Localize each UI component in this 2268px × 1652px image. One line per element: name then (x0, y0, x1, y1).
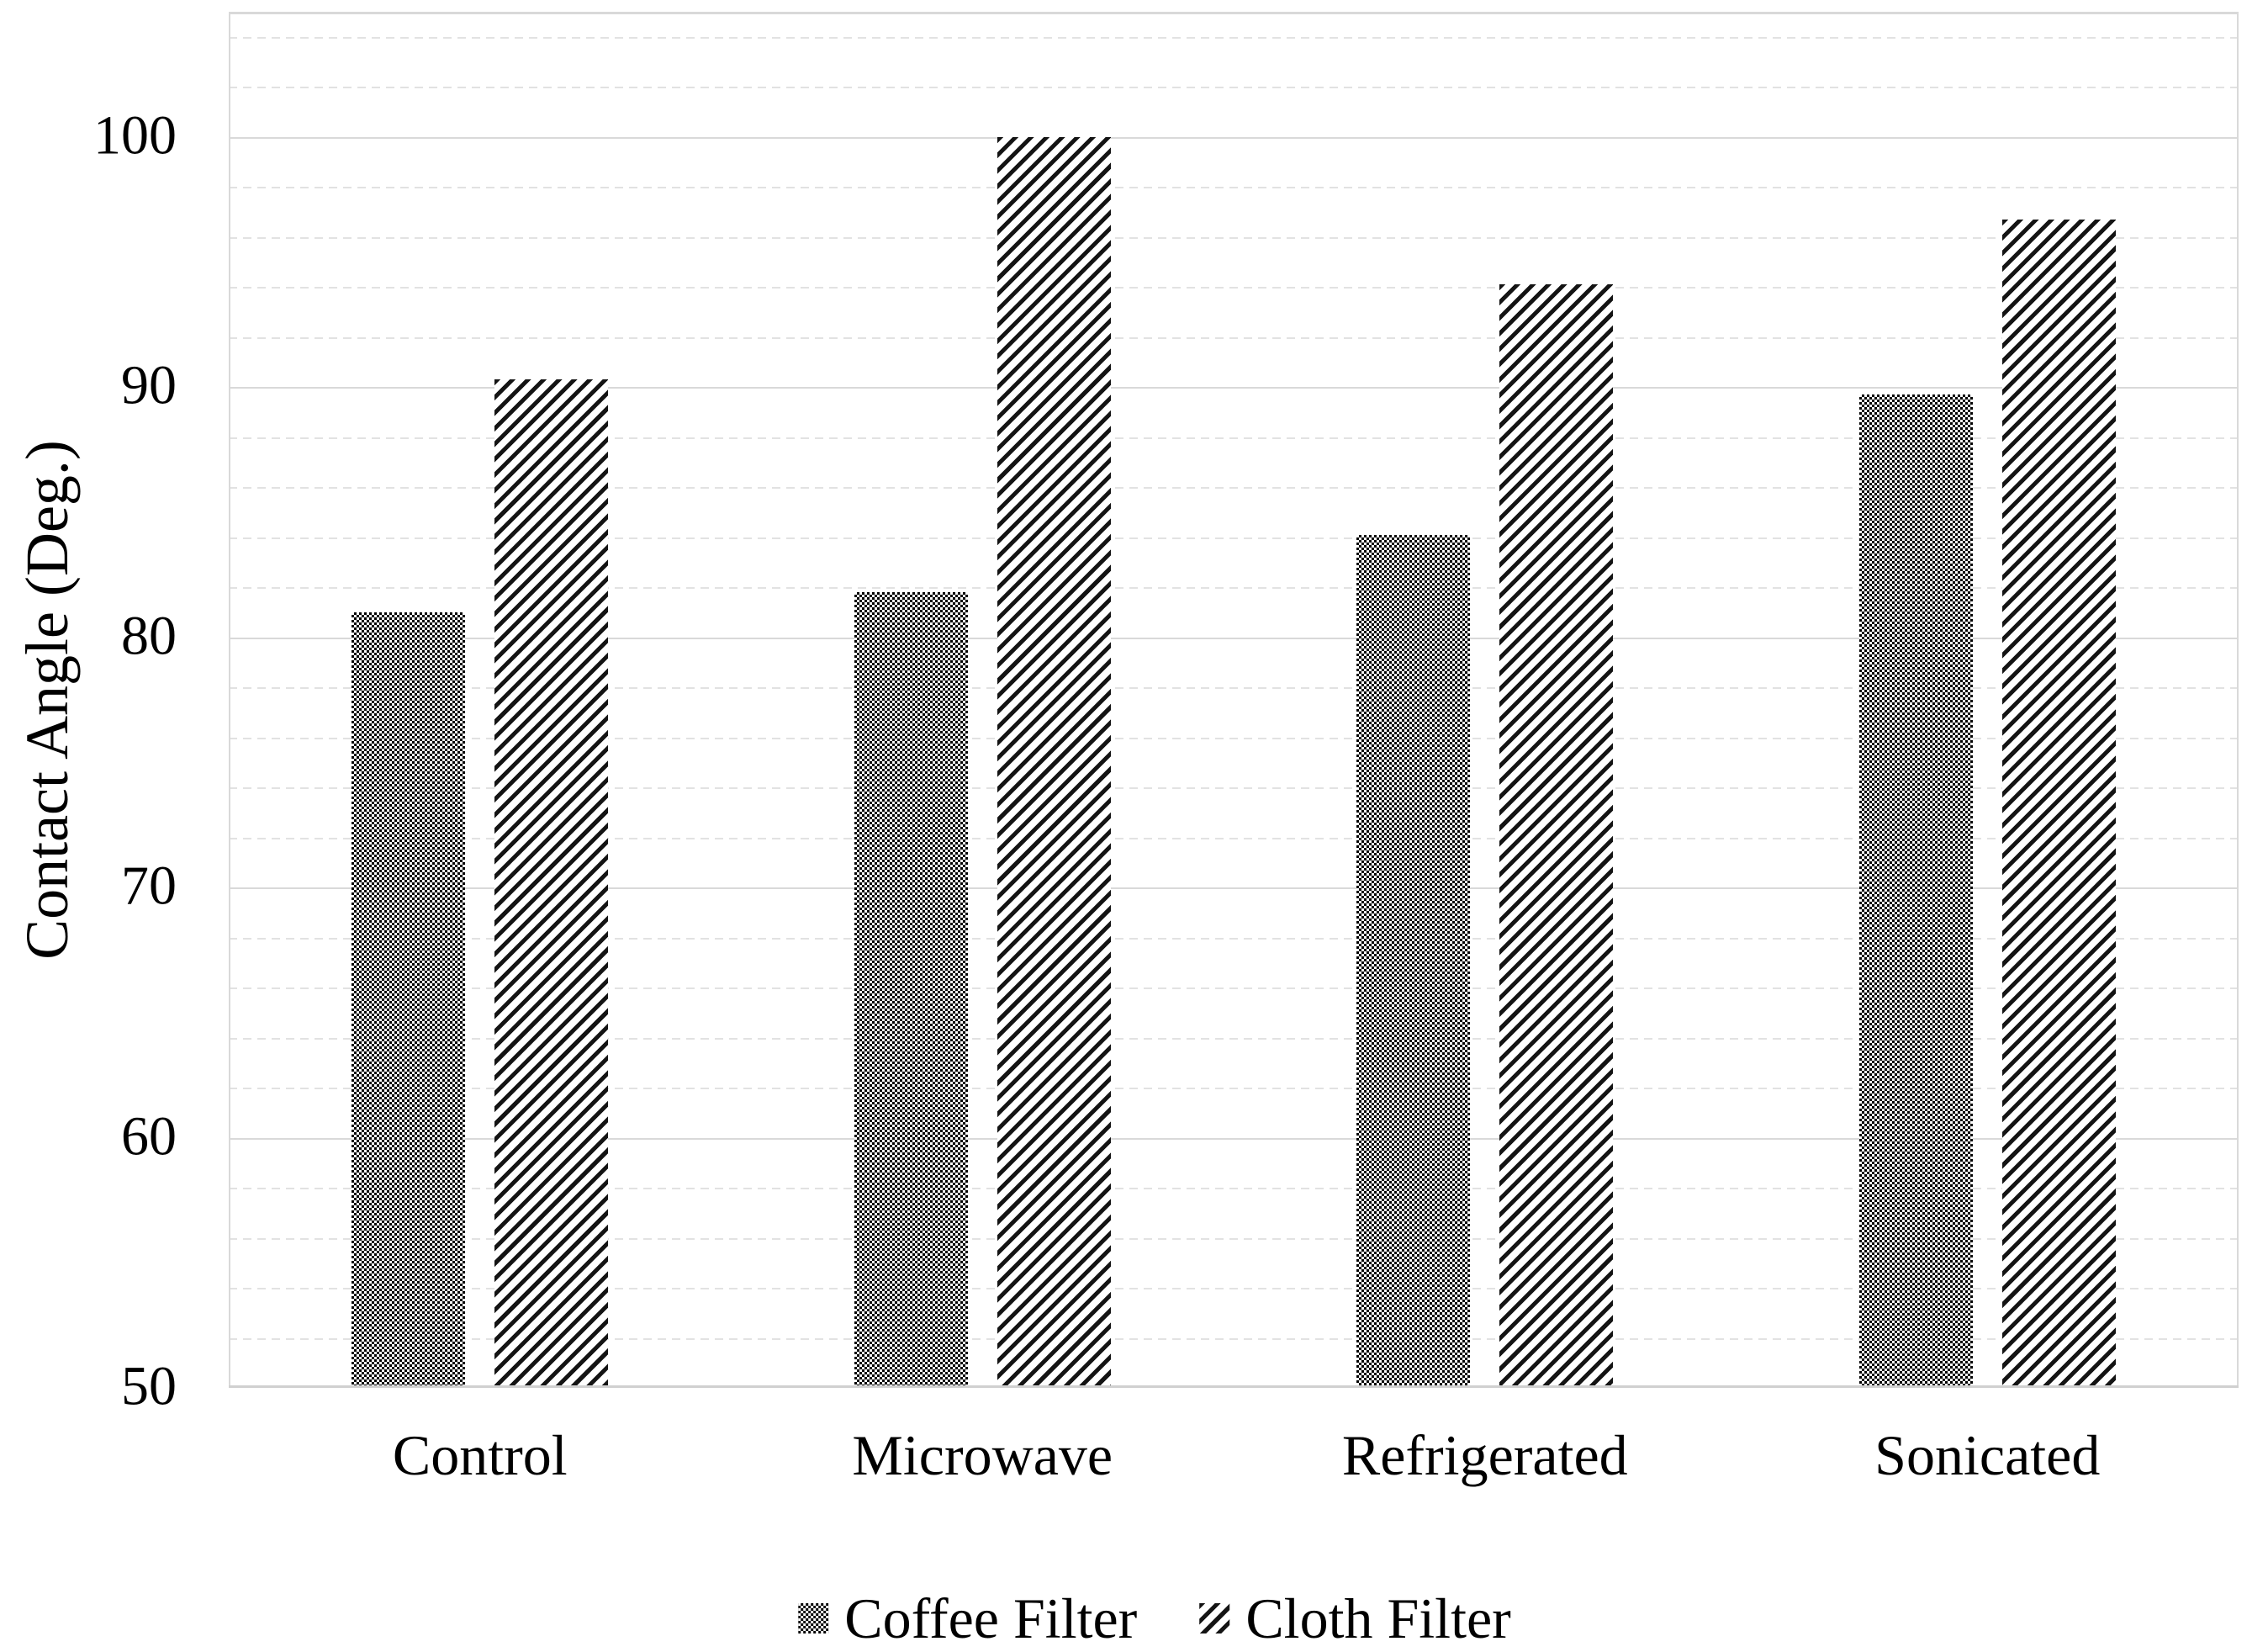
plot-border-right (2237, 12, 2239, 1388)
bar-coffee-filter-refrigerated (1356, 534, 1471, 1388)
minor-gridline (229, 837, 2239, 839)
legend-label: Coffee Filter (844, 1586, 1138, 1650)
bar-coffee-filter-control (352, 612, 466, 1388)
minor-gridline (229, 737, 2239, 739)
legend: Coffee Filter Cloth Filter (798, 1590, 1511, 1647)
bar-cloth-filter-control (494, 379, 609, 1388)
minor-gridline (229, 1037, 2239, 1040)
bar-cloth-filter-microwave (997, 136, 1111, 1388)
minor-gridline (229, 1237, 2239, 1240)
minor-gridline (229, 87, 2239, 89)
y-tick-label: 100 (93, 104, 177, 167)
x-category-label-control: Control (392, 1423, 568, 1487)
plot-border-left (229, 12, 230, 1388)
major-gridline (229, 1137, 2239, 1140)
minor-gridline (229, 187, 2239, 189)
minor-gridline (229, 287, 2239, 289)
bar-cloth-filter-sonicated (2001, 219, 2116, 1388)
y-tick-label: 80 (121, 605, 177, 667)
minor-gridline (229, 1188, 2239, 1190)
y-tick-label: 60 (121, 1105, 177, 1168)
minor-gridline (229, 487, 2239, 490)
major-gridline (229, 387, 2239, 389)
minor-gridline (229, 1288, 2239, 1290)
y-tick-label: 50 (121, 1355, 177, 1417)
minor-gridline (229, 787, 2239, 790)
major-gridline (229, 136, 2239, 139)
bar-cloth-filter-refrigerated (1499, 284, 1614, 1388)
plot-border-top (229, 12, 2239, 14)
minor-gridline (229, 937, 2239, 940)
minor-gridline (229, 336, 2239, 339)
x-axis-line (229, 1385, 2239, 1388)
coffee-filter-swatch-icon (798, 1603, 829, 1633)
x-category-label-microwave: Microwave (852, 1423, 1113, 1487)
plot-area (229, 12, 2239, 1388)
minor-gridline (229, 1088, 2239, 1090)
bar-coffee-filter-microwave (854, 592, 968, 1388)
cloth-filter-swatch-icon (1199, 1603, 1230, 1633)
y-tick-label: 90 (121, 354, 177, 416)
minor-gridline (229, 36, 2239, 39)
y-tick-label: 70 (121, 855, 177, 917)
major-gridline (229, 887, 2239, 890)
minor-gridline (229, 687, 2239, 690)
minor-gridline (229, 437, 2239, 439)
minor-gridline (229, 1337, 2239, 1340)
minor-gridline (229, 236, 2239, 239)
legend-label: Cloth Filter (1245, 1586, 1511, 1650)
x-category-label-sonicated: Sonicated (1874, 1423, 2101, 1487)
legend-item-coffee-filter: Coffee Filter (798, 1590, 1137, 1647)
minor-gridline (229, 987, 2239, 990)
x-category-label-refrigerated: Refrigerated (1341, 1423, 1628, 1487)
minor-gridline (229, 537, 2239, 539)
legend-item-cloth-filter: Cloth Filter (1199, 1586, 1511, 1650)
major-gridline (229, 637, 2239, 639)
bar-coffee-filter-sonicated (1858, 394, 1973, 1388)
minor-gridline (229, 587, 2239, 590)
